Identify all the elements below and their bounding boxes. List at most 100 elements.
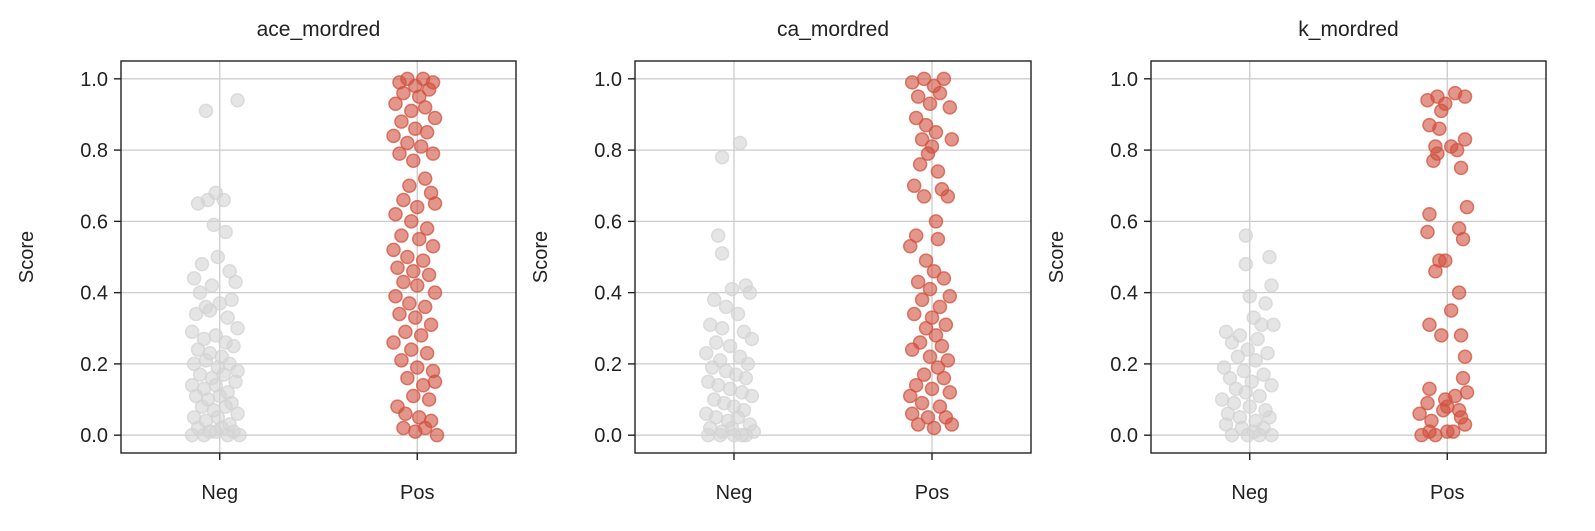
data-point — [404, 214, 419, 229]
y-tick-label: 0.8 — [1110, 140, 1138, 162]
data-point — [1240, 342, 1256, 357]
data-point — [388, 288, 403, 304]
data-point — [916, 367, 932, 382]
panel-title: k_mordred — [1298, 18, 1398, 41]
data-point — [910, 417, 926, 432]
data-point — [934, 338, 950, 354]
data-point — [910, 89, 926, 104]
data-point — [404, 103, 419, 119]
data-point — [930, 164, 946, 179]
data-point — [904, 75, 920, 90]
data-point — [1260, 345, 1275, 361]
data-point — [1422, 206, 1437, 222]
data-point — [1447, 388, 1463, 404]
y-tick-label: 0.2 — [594, 354, 622, 376]
data-point — [1226, 395, 1242, 411]
data-point — [206, 217, 222, 233]
data-point — [427, 196, 443, 211]
data-point — [413, 328, 429, 343]
data-point — [740, 356, 756, 372]
data-point — [1453, 160, 1469, 176]
data-point — [388, 206, 403, 222]
data-point — [194, 256, 210, 272]
data-point — [228, 274, 243, 290]
data-point — [940, 189, 956, 204]
data-point — [730, 306, 746, 322]
series-neg — [699, 135, 762, 443]
y-tick-label: 0.4 — [80, 283, 108, 305]
data-point — [398, 406, 413, 422]
data-point — [1426, 153, 1441, 169]
data-point — [916, 189, 932, 204]
y-tick-label: 0.8 — [80, 140, 108, 162]
data-point — [396, 192, 411, 208]
y-tick-label: 0.4 — [1110, 283, 1138, 305]
data-point — [702, 317, 718, 332]
y-tick-label: 0.2 — [80, 354, 108, 376]
data-point — [902, 388, 918, 404]
data-point — [184, 427, 200, 443]
y-tick-label: 0.6 — [594, 211, 622, 233]
data-point — [1214, 392, 1230, 407]
data-point — [228, 374, 243, 389]
data-point — [427, 110, 443, 126]
data-point — [1434, 103, 1449, 119]
data-point — [417, 420, 433, 436]
data-point — [928, 328, 944, 343]
data-point — [1230, 349, 1246, 365]
data-point — [1453, 328, 1469, 343]
data-point — [226, 338, 241, 354]
data-point — [386, 242, 401, 258]
y-tick-label: 1.0 — [1110, 69, 1138, 91]
data-point — [718, 299, 734, 315]
data-point — [730, 410, 746, 425]
data-point — [410, 360, 425, 375]
data-point — [421, 82, 437, 97]
data-point — [906, 306, 922, 322]
y-tick-label: 1.0 — [80, 69, 108, 91]
series-pos — [386, 71, 445, 443]
data-point — [908, 378, 924, 393]
data-point — [1238, 385, 1254, 400]
data-point — [701, 427, 716, 443]
data-point — [419, 345, 435, 361]
data-point — [411, 89, 427, 104]
data-point — [706, 292, 722, 308]
data-point — [204, 278, 220, 293]
data-point — [932, 299, 948, 315]
data-point — [1262, 410, 1277, 425]
data-point — [216, 367, 231, 382]
panel-3: 0.0 0.2 0.4 0.6 0.8 1.0 Neg Pos k_mordred Score — [1046, 18, 1547, 504]
data-point — [202, 303, 218, 318]
y-tick-label: 0.6 — [80, 211, 108, 233]
data-point — [710, 378, 726, 393]
data-point — [417, 299, 433, 315]
data-point — [908, 228, 924, 243]
series-neg — [184, 92, 247, 443]
data-point — [1224, 335, 1240, 350]
data-point — [400, 370, 415, 386]
data-point — [230, 92, 245, 108]
data-point — [1256, 367, 1271, 382]
data-point — [1436, 402, 1451, 418]
data-point — [419, 221, 435, 236]
data-point — [704, 360, 720, 375]
data-point — [408, 121, 423, 136]
data-point — [1457, 89, 1473, 104]
data-point — [394, 114, 409, 129]
data-point — [1457, 417, 1473, 432]
data-point — [928, 125, 944, 140]
data-point — [1240, 427, 1256, 443]
data-point — [427, 285, 443, 300]
y-tick-label: 0.0 — [594, 425, 622, 447]
data-point — [198, 353, 214, 368]
data-point — [914, 395, 930, 411]
data-point — [904, 406, 920, 422]
panel-title: ace_mordred — [257, 18, 381, 41]
data-point — [916, 71, 932, 87]
y-tick-label: 0.0 — [1110, 425, 1138, 447]
data-point — [1459, 385, 1475, 400]
y-tick-label: 0.4 — [594, 283, 622, 305]
data-point — [936, 370, 952, 386]
data-point — [924, 381, 940, 397]
